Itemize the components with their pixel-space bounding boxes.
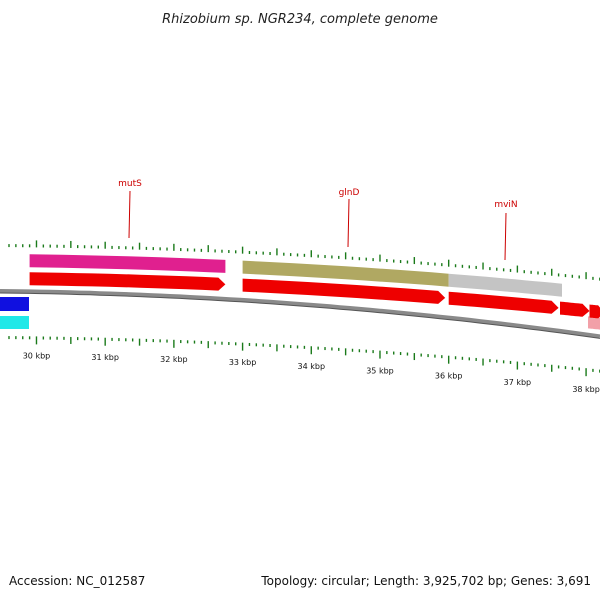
backbone-shadow <box>0 292 600 339</box>
genome-summary-text: Topology: circular; Length: 3,925,702 bp… <box>260 574 591 588</box>
gene-label-mviN: mviN <box>494 200 517 210</box>
gene-label-mutS: mutS <box>118 179 142 189</box>
label-leader-mviN <box>504 212 507 261</box>
gene-labels: mutS glnD mviN <box>118 179 518 261</box>
annotation-band-mutS <box>29 254 226 273</box>
gene-arrow <box>560 301 590 317</box>
annotation-track <box>29 254 600 330</box>
scale-label-32kbp: 32 kbp <box>160 355 188 364</box>
scale-label-31kbp: 31 kbp <box>91 353 119 362</box>
annotation-band-next <box>588 316 600 330</box>
gene-arrow <box>29 272 226 291</box>
scale-label-33kbp: 33 kbp <box>229 358 257 367</box>
annotation-band-glnD <box>242 260 449 287</box>
gene-arrow <box>448 291 559 314</box>
scale-label-30kbp: 30 kbp <box>23 351 51 360</box>
accession-text: Accession: NC_012587 <box>9 574 145 588</box>
outer-tick-track <box>8 240 600 281</box>
gene-label-glnD: glnD <box>339 188 360 198</box>
backbone-line <box>0 289 600 339</box>
genome-backbone <box>0 289 600 339</box>
scale-tick-track <box>8 336 600 377</box>
gene-track <box>29 272 600 319</box>
label-leader-glnD <box>347 198 350 248</box>
gene-arrow <box>242 278 446 304</box>
scale-labels: 30 kbp 31 kbp 32 kbp 33 kbp 34 kbp 35 kb… <box>23 351 600 393</box>
scale-label-36kbp: 36 kbp <box>435 372 463 381</box>
scale-label-37kbp: 37 kbp <box>504 378 532 387</box>
scale-label-38kbp: 38 kbp <box>572 385 600 394</box>
scale-label-35kbp: 35 kbp <box>366 366 394 375</box>
blue-feature <box>0 297 29 311</box>
cyan-feature <box>0 316 29 329</box>
map-title: Rhizobium sp. NGR234, complete genome <box>162 12 438 27</box>
annotation-band-mviN <box>448 273 562 297</box>
gene-arrow <box>589 304 600 319</box>
left-features <box>0 297 29 329</box>
scale-label-34kbp: 34 kbp <box>298 362 326 371</box>
label-leader-mutS <box>128 190 131 239</box>
